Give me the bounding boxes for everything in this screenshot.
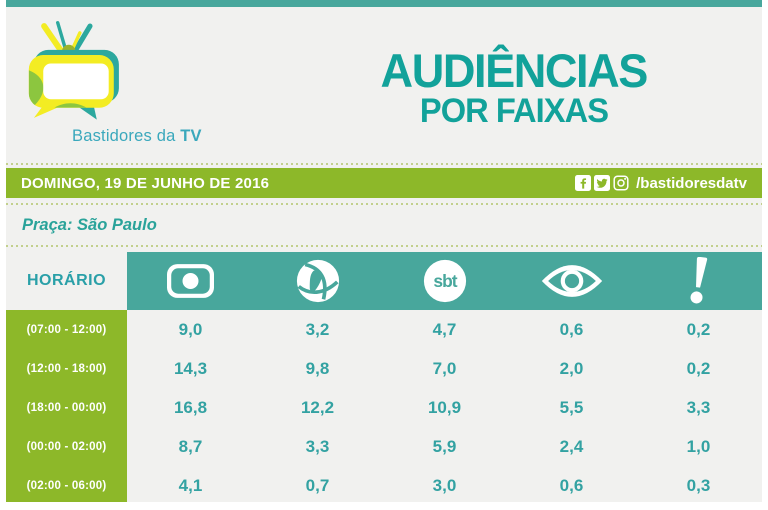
dotted-divider — [6, 163, 762, 165]
dotted-divider — [6, 203, 762, 205]
brand-name-bold: TV — [180, 127, 202, 145]
value-cell-globo: 16,8 — [173, 397, 208, 417]
page-title: AUDIÊNCIAS POR FAIXAS — [266, 7, 762, 163]
table-body: (07:00 - 12:00) 9,0 3,2 4,7 0,6 0,2 (12:… — [6, 310, 762, 502]
brand-name: Bastidores da TV — [72, 127, 202, 146]
network-header-globo — [127, 252, 254, 310]
value-cell-band: 2,4 — [559, 436, 584, 456]
praca-label: Praça: São Paulo — [22, 215, 157, 234]
value-cell-sbt: 3,0 — [432, 475, 457, 495]
value-cell-redetv: 0,2 — [686, 319, 711, 339]
social-handle: /bastidoresdatv — [636, 174, 747, 192]
band-logo-icon — [541, 265, 602, 297]
value-cell-redetv: 0,2 — [686, 358, 711, 378]
table-row: (00:00 - 02:00) 8,7 3,3 5,9 2,4 1,0 — [6, 427, 762, 466]
value-cell-redetv: 0,3 — [686, 475, 711, 495]
value-cell-globo: 9,0 — [178, 319, 203, 339]
value-cell-sbt: 5,9 — [432, 436, 457, 456]
time-column-header: HORÁRIO — [26, 272, 107, 289]
value-cell-sbt: 4,7 — [432, 319, 457, 339]
title-line1: AUDIÊNCIAS — [380, 43, 649, 97]
table-header: HORÁRIO — [6, 252, 762, 310]
top-accent-bar — [6, 0, 762, 7]
time-cell: (02:00 - 06:00) — [6, 466, 127, 502]
value-cell-record: 0,7 — [305, 475, 330, 495]
network-header-record — [254, 252, 381, 310]
date-text: DOMINGO, 19 DE JUNHO DE 2016 — [21, 174, 270, 192]
table-row: (12:00 - 18:00) 14,3 9,8 7,0 2,0 0,2 — [6, 349, 762, 388]
social-links: /bastidoresdatv — [575, 175, 747, 192]
value-cell-globo: 4,1 — [178, 475, 203, 495]
svg-text:sbt: sbt — [433, 271, 457, 291]
globo-logo-icon — [167, 264, 214, 298]
table-row: (07:00 - 12:00) 9,0 3,2 4,7 0,6 0,2 — [6, 310, 762, 349]
value-cell-band: 5,5 — [559, 397, 584, 417]
value-cell-record: 3,3 — [305, 436, 330, 456]
date-bar: DOMINGO, 19 DE JUNHO DE 2016 — [6, 168, 762, 198]
table-row: (02:00 - 06:00) 4,1 0,7 3,0 0,6 0,3 — [6, 466, 762, 502]
tv-logo-icon — [28, 20, 119, 120]
value-cell-band: 0,6 — [559, 475, 584, 495]
value-cell-sbt: 7,0 — [432, 358, 457, 378]
dotted-divider — [6, 245, 762, 247]
network-header-band — [508, 252, 635, 310]
time-cell: (00:00 - 02:00) — [6, 427, 127, 466]
record-logo-icon — [296, 259, 339, 303]
network-header-sbt: sbt — [381, 252, 508, 310]
content: Bastidores da TV AUDIÊNCIAS POR FAIXAS D… — [6, 0, 762, 502]
time-cell: (12:00 - 18:00) — [6, 349, 127, 388]
time-cell: (18:00 - 00:00) — [6, 388, 127, 427]
praca-row: Praça: São Paulo — [6, 205, 762, 245]
value-cell-globo: 8,7 — [178, 436, 203, 456]
value-cell-globo: 14,3 — [173, 358, 208, 378]
value-cell-sbt: 10,9 — [427, 397, 462, 417]
value-cell-redetv: 3,3 — [686, 397, 711, 417]
value-cell-band: 0,6 — [559, 319, 584, 339]
sbt-logo-icon: sbt — [423, 259, 466, 303]
header: Bastidores da TV AUDIÊNCIAS POR FAIXAS — [6, 7, 762, 163]
value-cell-record: 12,2 — [300, 397, 335, 417]
redetv-logo-icon — [690, 257, 707, 304]
brand-name-regular: Bastidores da — [72, 127, 181, 145]
audience-table: HORÁRIO — [6, 252, 762, 502]
brand-logo-block: Bastidores da TV — [6, 7, 266, 163]
instagram-icon — [613, 175, 629, 191]
value-cell-redetv: 1,0 — [686, 436, 711, 456]
title-line2: POR FAIXAS — [419, 91, 609, 130]
value-cell-band: 2,0 — [559, 358, 584, 378]
table-row: (18:00 - 00:00) 16,8 12,2 10,9 5,5 3,3 — [6, 388, 762, 427]
network-header-redetv — [635, 252, 762, 310]
time-cell: (07:00 - 12:00) — [6, 310, 127, 349]
value-cell-record: 9,8 — [305, 358, 330, 378]
facebook-icon — [575, 175, 592, 191]
twitter-icon — [594, 175, 611, 191]
value-cell-record: 3,2 — [305, 319, 330, 339]
